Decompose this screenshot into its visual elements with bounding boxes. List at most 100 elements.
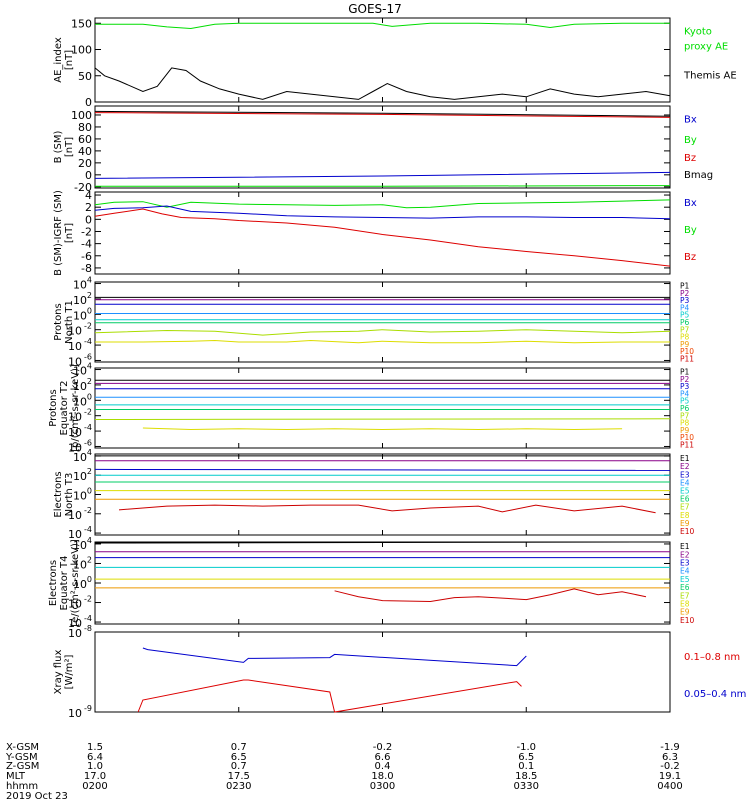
series-ee-e1: [94, 541, 671, 544]
y-tick-label: 0: [85, 96, 92, 109]
y-tick-label: 100: [71, 109, 92, 122]
ephemeris-value: 0.7: [231, 742, 247, 753]
channel-label: E9: [680, 519, 690, 528]
channel-label: E5: [680, 575, 690, 584]
channel-label: P4: [680, 303, 690, 312]
y-tick-label: -6: [81, 250, 92, 263]
y-tick-label: -2: [84, 506, 92, 515]
y-tick-label-base: 10: [68, 426, 82, 439]
channel-label: E8: [680, 600, 690, 609]
y-tick-label: 2: [87, 467, 92, 476]
panel-frame: [94, 17, 671, 103]
ephemeris-value: 19.1: [659, 771, 681, 782]
y-tick-label-base: 10: [73, 470, 87, 483]
y-tick-label: -4: [84, 337, 92, 346]
y-tick-label: 20: [78, 157, 92, 170]
channel-label: P4: [680, 389, 690, 398]
y-tick-label: -4: [81, 238, 92, 251]
y-tick-label: 0: [87, 575, 92, 584]
ephemeris-value: 17.0: [84, 771, 106, 782]
y-tick-label-base: 10: [68, 617, 82, 630]
ephemeris-value: -0.2: [373, 742, 393, 753]
channel-label: E6: [680, 583, 690, 592]
channel-label: E10: [680, 527, 695, 536]
channel-label: E2: [680, 550, 690, 559]
y-tick-label: -2: [84, 322, 92, 331]
ephemeris-value: 17.5: [228, 771, 250, 782]
channel-label: P7: [680, 411, 690, 420]
y-tick-label: -2: [81, 225, 92, 238]
ephemeris-value: 0.7: [231, 761, 247, 772]
panel-frame: [94, 281, 671, 363]
y-tick-label-base: 10: [73, 451, 87, 464]
ephemeris-value: 6.5: [231, 752, 247, 763]
panel-frame: [94, 453, 671, 536]
channel-label: P8: [680, 333, 690, 342]
y-axis-label: Xray flux[W/m²]: [53, 650, 75, 695]
ephemeris-value: -0.2: [660, 761, 680, 772]
channel-label: P2: [680, 375, 690, 384]
ephemeris-value: 0330: [514, 781, 539, 792]
channel-label: E9: [680, 608, 690, 617]
series-igrf-bx: [94, 205, 671, 220]
series-ae-kyoto-proxy-ae: [95, 22, 670, 30]
y-tick-label: 2: [87, 377, 92, 386]
y-tick-label: 2: [87, 291, 92, 300]
y-axis-label: ProtonsNorth T1: [53, 300, 75, 344]
channel-label: P11: [680, 354, 694, 363]
series-igrf-bz: [94, 208, 671, 267]
series-pn-p7: [94, 329, 671, 336]
panel-frame: [94, 541, 671, 625]
y-tick-label: -4: [84, 423, 92, 432]
y-axis-label: AE_index[nT]: [53, 37, 75, 83]
channel-label: E7: [680, 591, 690, 600]
channel-label: E5: [680, 486, 690, 495]
channel-label: P9: [680, 340, 690, 349]
ephemeris-row-label: MLT: [6, 771, 26, 782]
legend-entry: proxy AE: [684, 42, 728, 53]
y-axis-label: B (SM)-IGRF (SM)[nT]: [53, 190, 75, 276]
y-tick-label: -4: [84, 525, 92, 534]
series-xray-0-05-0-4-nm: [142, 647, 527, 667]
ephemeris-row-label: Y-GSM: [5, 752, 38, 763]
channel-label: E7: [680, 503, 690, 512]
y-tick-label-base: 10: [73, 294, 87, 307]
channel-label: E1: [680, 454, 690, 463]
y-tick-label: 0: [85, 213, 92, 226]
ephemeris-value: 18.0: [371, 771, 393, 782]
channel-label: E8: [680, 511, 690, 520]
channel-label: P8: [680, 419, 690, 428]
series-pe-p7: [94, 418, 671, 420]
y-tick-label-base: 10: [68, 411, 82, 424]
ephemeris-value: 6.5: [518, 752, 534, 763]
y-tick-label-base: 10: [68, 325, 82, 338]
ephemeris-date: 2019 Oct 23: [6, 791, 68, 800]
figure-title: GOES-17: [348, 2, 402, 16]
channel-label: P3: [680, 296, 690, 305]
ephemeris-value: -1.9: [660, 742, 680, 753]
ephemeris-value: 0.4: [375, 761, 391, 772]
channel-label: P10: [680, 433, 694, 442]
y-axis-label: ProtonsEquator T2[p/(cm²-s-sr-keV)]: [48, 364, 81, 452]
y-tick-label-base: 10: [68, 355, 82, 368]
y-tick-label-base: 10: [73, 539, 87, 552]
y-tick-label-base: 10: [68, 528, 82, 541]
legend-entry: 0.05–0.4 nm: [684, 689, 746, 700]
ephemeris-value: 6.6: [375, 752, 391, 763]
series-xray-0-1-0-8-nm: [137, 679, 522, 713]
y-axis-label: ElectronsNorth T3: [53, 471, 75, 517]
y-tick-label-base: 10: [73, 558, 87, 571]
channel-label: P9: [680, 426, 690, 435]
channel-label: P3: [680, 382, 690, 391]
y-tick-label-base: 10: [73, 309, 87, 322]
y-tick-label: -8: [84, 624, 92, 633]
legend-entry: Bmag: [684, 170, 713, 181]
y-tick-label: 0: [87, 487, 92, 496]
ephemeris-row-label: X-GSM: [6, 742, 39, 753]
y-tick-label: -20: [74, 181, 92, 194]
y-tick-label: 0: [87, 306, 92, 315]
